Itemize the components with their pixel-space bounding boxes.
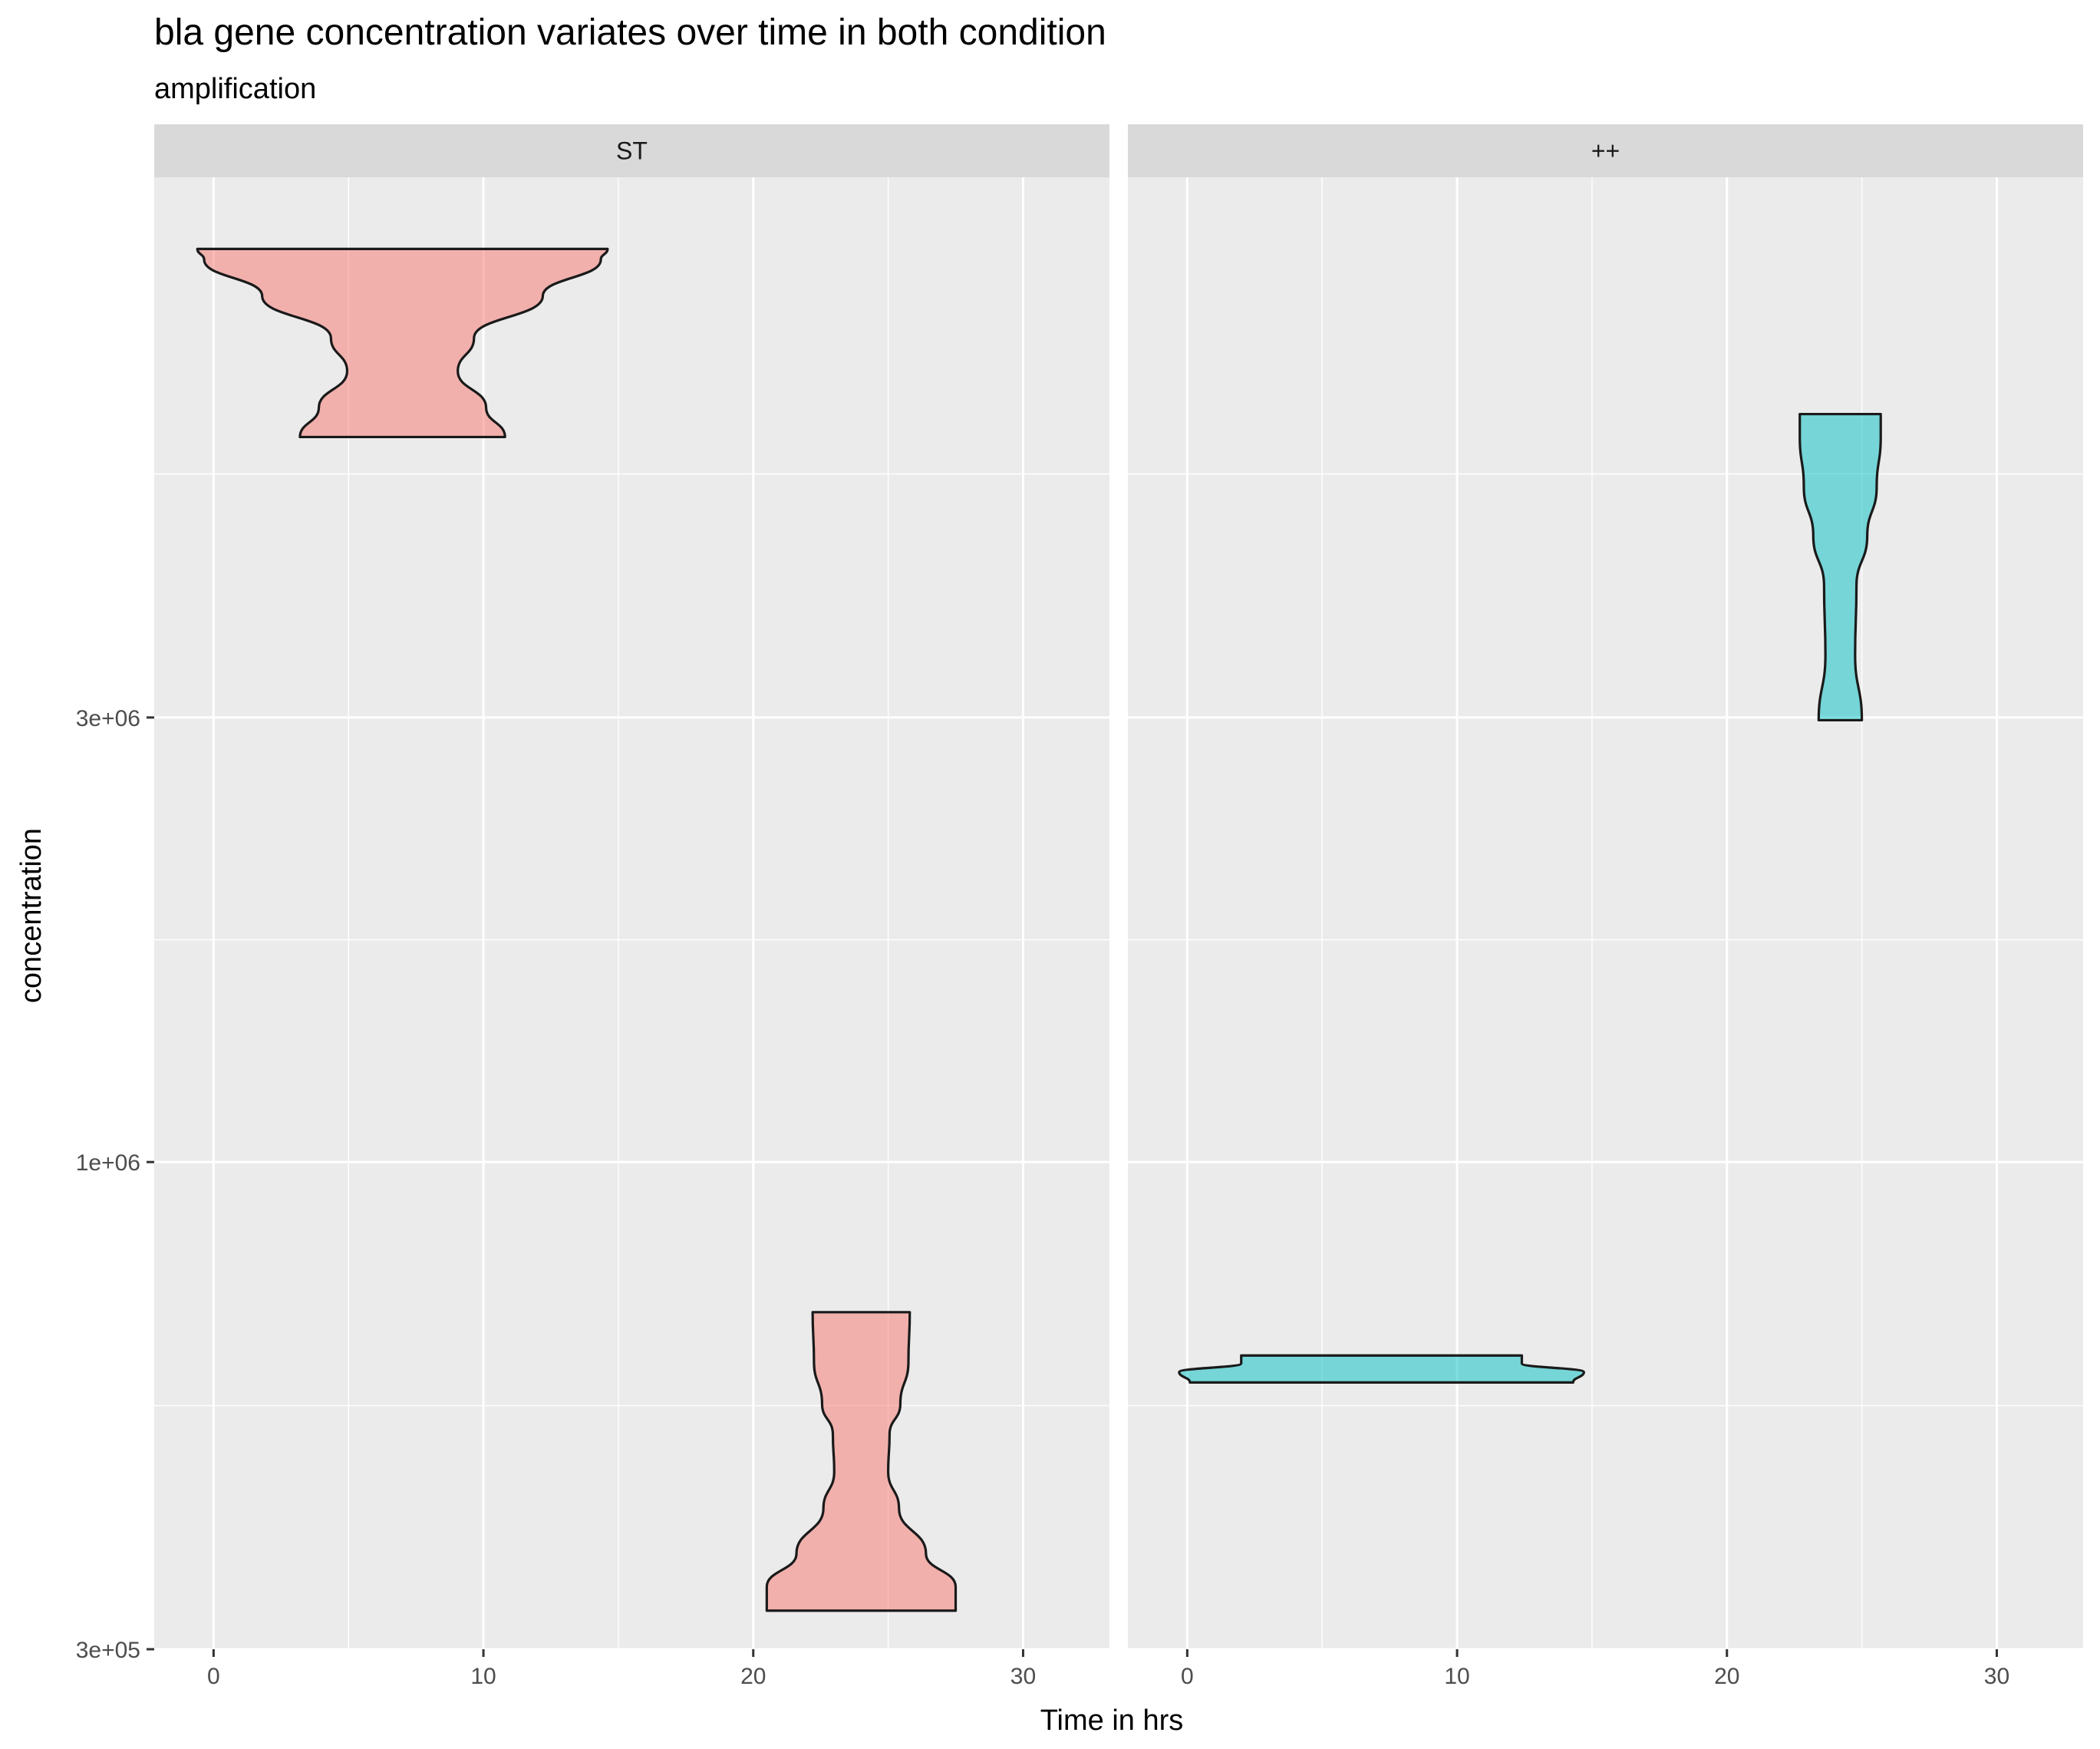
x-tick-label: 0 <box>1181 1664 1194 1689</box>
violin-1-1 <box>196 247 609 439</box>
x-tick-label: 10 <box>1444 1664 1469 1689</box>
violin-2-2 <box>1798 412 1882 722</box>
y-tick-label: 3e+05 <box>76 1638 140 1663</box>
violin-1-2 <box>765 1311 958 1612</box>
x-tick-label: 20 <box>740 1664 766 1689</box>
facet-strip <box>1128 124 2083 177</box>
facet-panels: ST 0 10 20 30 ++ 0 10 20 30 <box>154 124 2083 1689</box>
facet-strip-label: ST <box>616 137 648 165</box>
y-tick-label: 3e+06 <box>76 706 140 731</box>
x-axis-title: Time in hrs <box>1040 1704 1184 1737</box>
facet-panel-2: ++ 0 10 20 30 <box>1128 124 2083 1689</box>
x-tick-label: 30 <box>1984 1664 2009 1689</box>
panel-background <box>154 177 1109 1649</box>
facet-strip-label: ++ <box>1591 137 1620 165</box>
facet-panel-1: ST 0 10 20 30 <box>154 124 1109 1689</box>
y-axis: 3e+05 1e+06 3e+06 <box>76 706 154 1663</box>
y-axis-title: concentration <box>15 828 48 1003</box>
x-tick-label: 20 <box>1714 1664 1739 1689</box>
x-tick-label: 30 <box>1010 1664 1036 1689</box>
facet-strip <box>154 124 1109 177</box>
chart-subtitle: amplification <box>154 73 316 105</box>
violin-2-1 <box>1178 1354 1585 1384</box>
panel-background <box>1128 177 2083 1649</box>
x-tick-label: 0 <box>207 1664 220 1689</box>
y-tick-label: 1e+06 <box>76 1150 140 1176</box>
x-tick-label: 10 <box>470 1664 496 1689</box>
chart-title: bla gene concentration variates over tim… <box>154 12 1106 53</box>
